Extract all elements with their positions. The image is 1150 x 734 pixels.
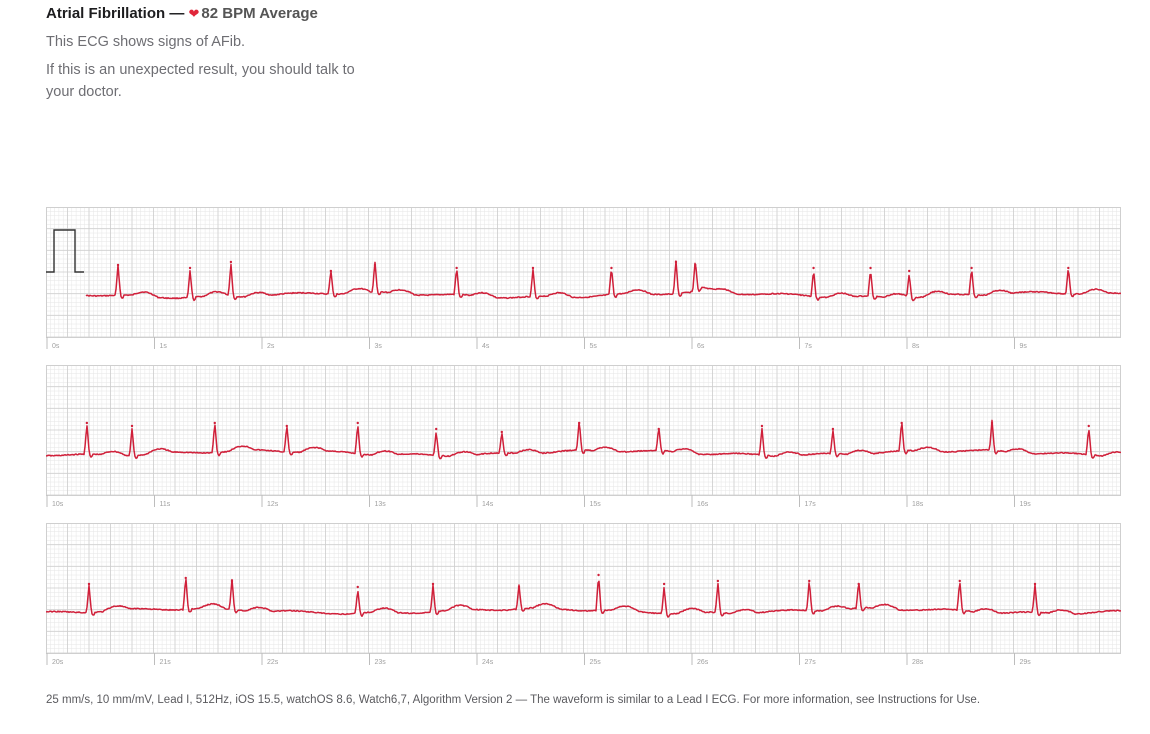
second-tick-label: 27s xyxy=(805,659,817,665)
r-peak-mark xyxy=(857,582,860,586)
second-tick-label: 3s xyxy=(375,343,383,349)
calibration-pulse xyxy=(46,229,84,273)
r-peak-mark xyxy=(908,269,911,273)
second-tick-label: 17s xyxy=(805,501,817,507)
second-tick-label: 22s xyxy=(267,659,279,665)
ecg-grid xyxy=(46,365,1121,496)
result-message: This ECG shows signs of AFib. xyxy=(46,34,246,50)
second-tick-label: 23s xyxy=(375,659,387,665)
second-tick-label: 4s xyxy=(482,343,490,349)
result-title: Atrial Fibrillation — ❤ 82 BPM Average xyxy=(46,4,466,24)
r-peak-mark xyxy=(184,576,187,580)
ecg-strip-2-plot: 10s 11s 12s 13s 14s 15s 16s 17s 18s 19s xyxy=(46,365,1121,507)
r-peak-mark xyxy=(674,260,678,264)
second-tick-label: 28s xyxy=(912,659,924,665)
r-peak-mark xyxy=(970,266,973,270)
second-tick-label: 11s xyxy=(160,501,171,507)
recording-details: 25 mm/s, 10 mm/mV, Lead I, 512Hz, iOS 15… xyxy=(46,694,981,706)
second-tick-label: 5s xyxy=(590,343,598,349)
doctor-advice: If this is an unexpected result, you sho… xyxy=(46,62,355,100)
ecg-strip-1-plot: 0s 1s 2s 3s 4s 5s 6s 7s 8s 9s xyxy=(46,207,1121,349)
second-tick-label: 19s xyxy=(1020,501,1032,507)
second-tick-label: 24s xyxy=(482,659,494,665)
second-tick-label: 15s xyxy=(590,501,602,507)
ecg-waveform xyxy=(46,419,1121,460)
r-peak-mark xyxy=(435,427,438,431)
r-peak-mark xyxy=(188,266,192,270)
ecg-strip-3: 20s 21s 22s 23s 24s 25s 26s 27s 28s 29s xyxy=(46,523,1121,665)
r-peak-mark xyxy=(1033,582,1037,586)
r-peak-mark xyxy=(87,582,91,586)
ecg-strip-1: 0s 1s 2s 3s 4s 5s 6s 7s 8s 9s xyxy=(46,207,1121,349)
r-peak-mark xyxy=(578,421,581,425)
r-peak-mark xyxy=(329,269,333,273)
r-peak-mark xyxy=(869,266,872,270)
r-peak-mark xyxy=(455,266,458,270)
r-peak-mark xyxy=(900,421,903,425)
second-tick-label: 20s xyxy=(52,659,64,665)
r-peak-mark xyxy=(85,421,89,425)
r-peak-mark xyxy=(990,421,994,425)
second-tick-label: 7s xyxy=(805,343,813,349)
second-tick-label: 12s xyxy=(267,501,279,507)
ecg-strip-3-plot: 20s 21s 22s 23s 24s 25s 26s 27s 28s 29s xyxy=(46,523,1121,665)
r-peak-mark xyxy=(694,263,697,267)
second-tick-label: 9s xyxy=(1020,343,1028,349)
r-peak-mark xyxy=(597,573,600,577)
result-header: Atrial Fibrillation — ❤ 82 BPM Average Th… xyxy=(46,4,466,103)
r-peak-mark xyxy=(116,263,120,267)
second-tick-label: 8s xyxy=(912,343,920,349)
r-peak-mark xyxy=(958,579,961,583)
r-peak-mark xyxy=(831,427,835,431)
ecg-strip-2: 10s 11s 12s 13s 14s 15s 16s 17s 18s 19s xyxy=(46,365,1121,507)
second-tick-label: 16s xyxy=(697,501,709,507)
second-tick-label: 25s xyxy=(590,659,602,665)
r-peak-mark xyxy=(657,427,660,431)
r-peak-mark xyxy=(356,585,359,589)
r-peak-mark xyxy=(760,424,764,428)
r-peak-mark xyxy=(229,260,233,264)
r-peak-mark xyxy=(716,579,720,583)
ecg-grid xyxy=(46,207,1121,338)
r-peak-mark xyxy=(213,421,216,425)
r-peak-mark xyxy=(517,585,521,589)
ecg-waveform xyxy=(46,578,1121,618)
second-tick-label: 26s xyxy=(697,659,709,665)
r-peak-mark xyxy=(812,266,815,270)
second-tick-label: 2s xyxy=(267,343,275,349)
second-tick-label: 21s xyxy=(160,659,172,665)
second-tick-label: 18s xyxy=(912,501,924,507)
second-tick-label: 14s xyxy=(482,501,494,507)
r-peak-mark xyxy=(230,579,234,583)
ecg-waveform xyxy=(85,260,1121,302)
r-peak-mark xyxy=(285,424,288,428)
second-tick-label: 29s xyxy=(1020,659,1032,665)
average-bpm: 82 BPM Average xyxy=(201,5,318,22)
r-peak-mark xyxy=(808,579,811,583)
r-peak-mark xyxy=(1087,424,1090,428)
r-peak-mark xyxy=(531,266,535,270)
r-peak-mark xyxy=(356,421,359,425)
second-tick-label: 6s xyxy=(697,343,705,349)
r-peak-mark xyxy=(500,430,503,434)
r-peak-mark xyxy=(431,582,435,586)
r-peak-mark xyxy=(662,582,666,586)
second-tick-label: 10s xyxy=(52,501,64,507)
r-peak-mark xyxy=(610,266,613,270)
r-peak-mark xyxy=(1067,266,1070,270)
second-tick-label: 0s xyxy=(52,343,60,349)
second-tick-label: 13s xyxy=(375,501,387,507)
second-tick-label: 1s xyxy=(160,343,168,349)
r-peak-mark xyxy=(130,424,134,428)
r-peak-mark xyxy=(373,263,377,267)
heart-icon: ❤ xyxy=(188,6,200,21)
classification-label: Atrial Fibrillation — xyxy=(46,5,185,22)
